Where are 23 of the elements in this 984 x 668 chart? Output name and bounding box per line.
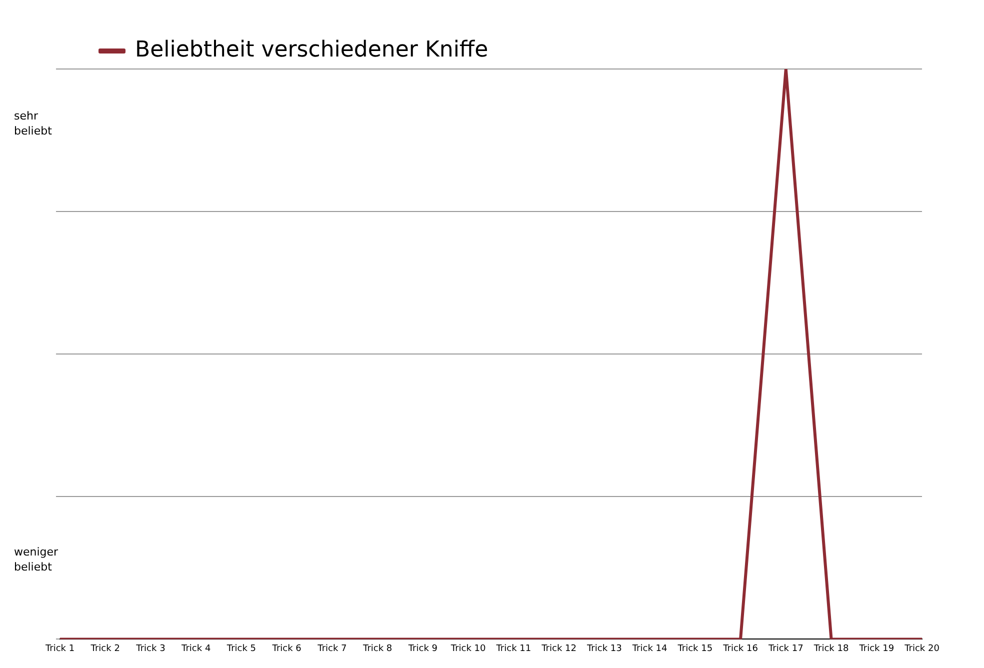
x-tick-label: Trick 4 xyxy=(180,644,211,654)
x-tick-label: Trick 19 xyxy=(858,644,894,654)
x-tick-label: Trick 11 xyxy=(495,644,532,654)
x-tick-label: Trick 18 xyxy=(812,644,849,654)
x-tick-label: Trick 14 xyxy=(631,644,668,654)
text: weniger beliebt xyxy=(14,546,59,574)
x-tick-label: Trick 12 xyxy=(540,644,576,654)
x-tick-label: Trick 16 xyxy=(722,644,758,654)
x-tick-label: Trick 10 xyxy=(450,644,486,654)
x-tick-label: Trick 6 xyxy=(271,644,302,654)
x-tick-label: Trick 9 xyxy=(407,644,438,654)
x-tick-label: Trick 20 xyxy=(904,644,940,654)
x-tick-label: Trick 8 xyxy=(362,644,392,654)
x-tick-label: Trick 2 xyxy=(90,644,120,654)
x-tick-label: Trick 1 xyxy=(44,644,75,654)
x-tick-label: Trick 13 xyxy=(586,644,622,654)
x-tick-label: Trick 5 xyxy=(226,644,256,654)
text: sehr beliebt xyxy=(14,109,53,138)
x-tick-label: Trick 3 xyxy=(135,644,166,654)
x-tick-label: Trick 17 xyxy=(767,644,804,654)
x-tick-label: Trick 15 xyxy=(676,644,713,654)
x-tick-label: Trick 7 xyxy=(316,644,347,654)
legend-label: Beliebtheit verschiedener Kniffe xyxy=(135,38,488,63)
